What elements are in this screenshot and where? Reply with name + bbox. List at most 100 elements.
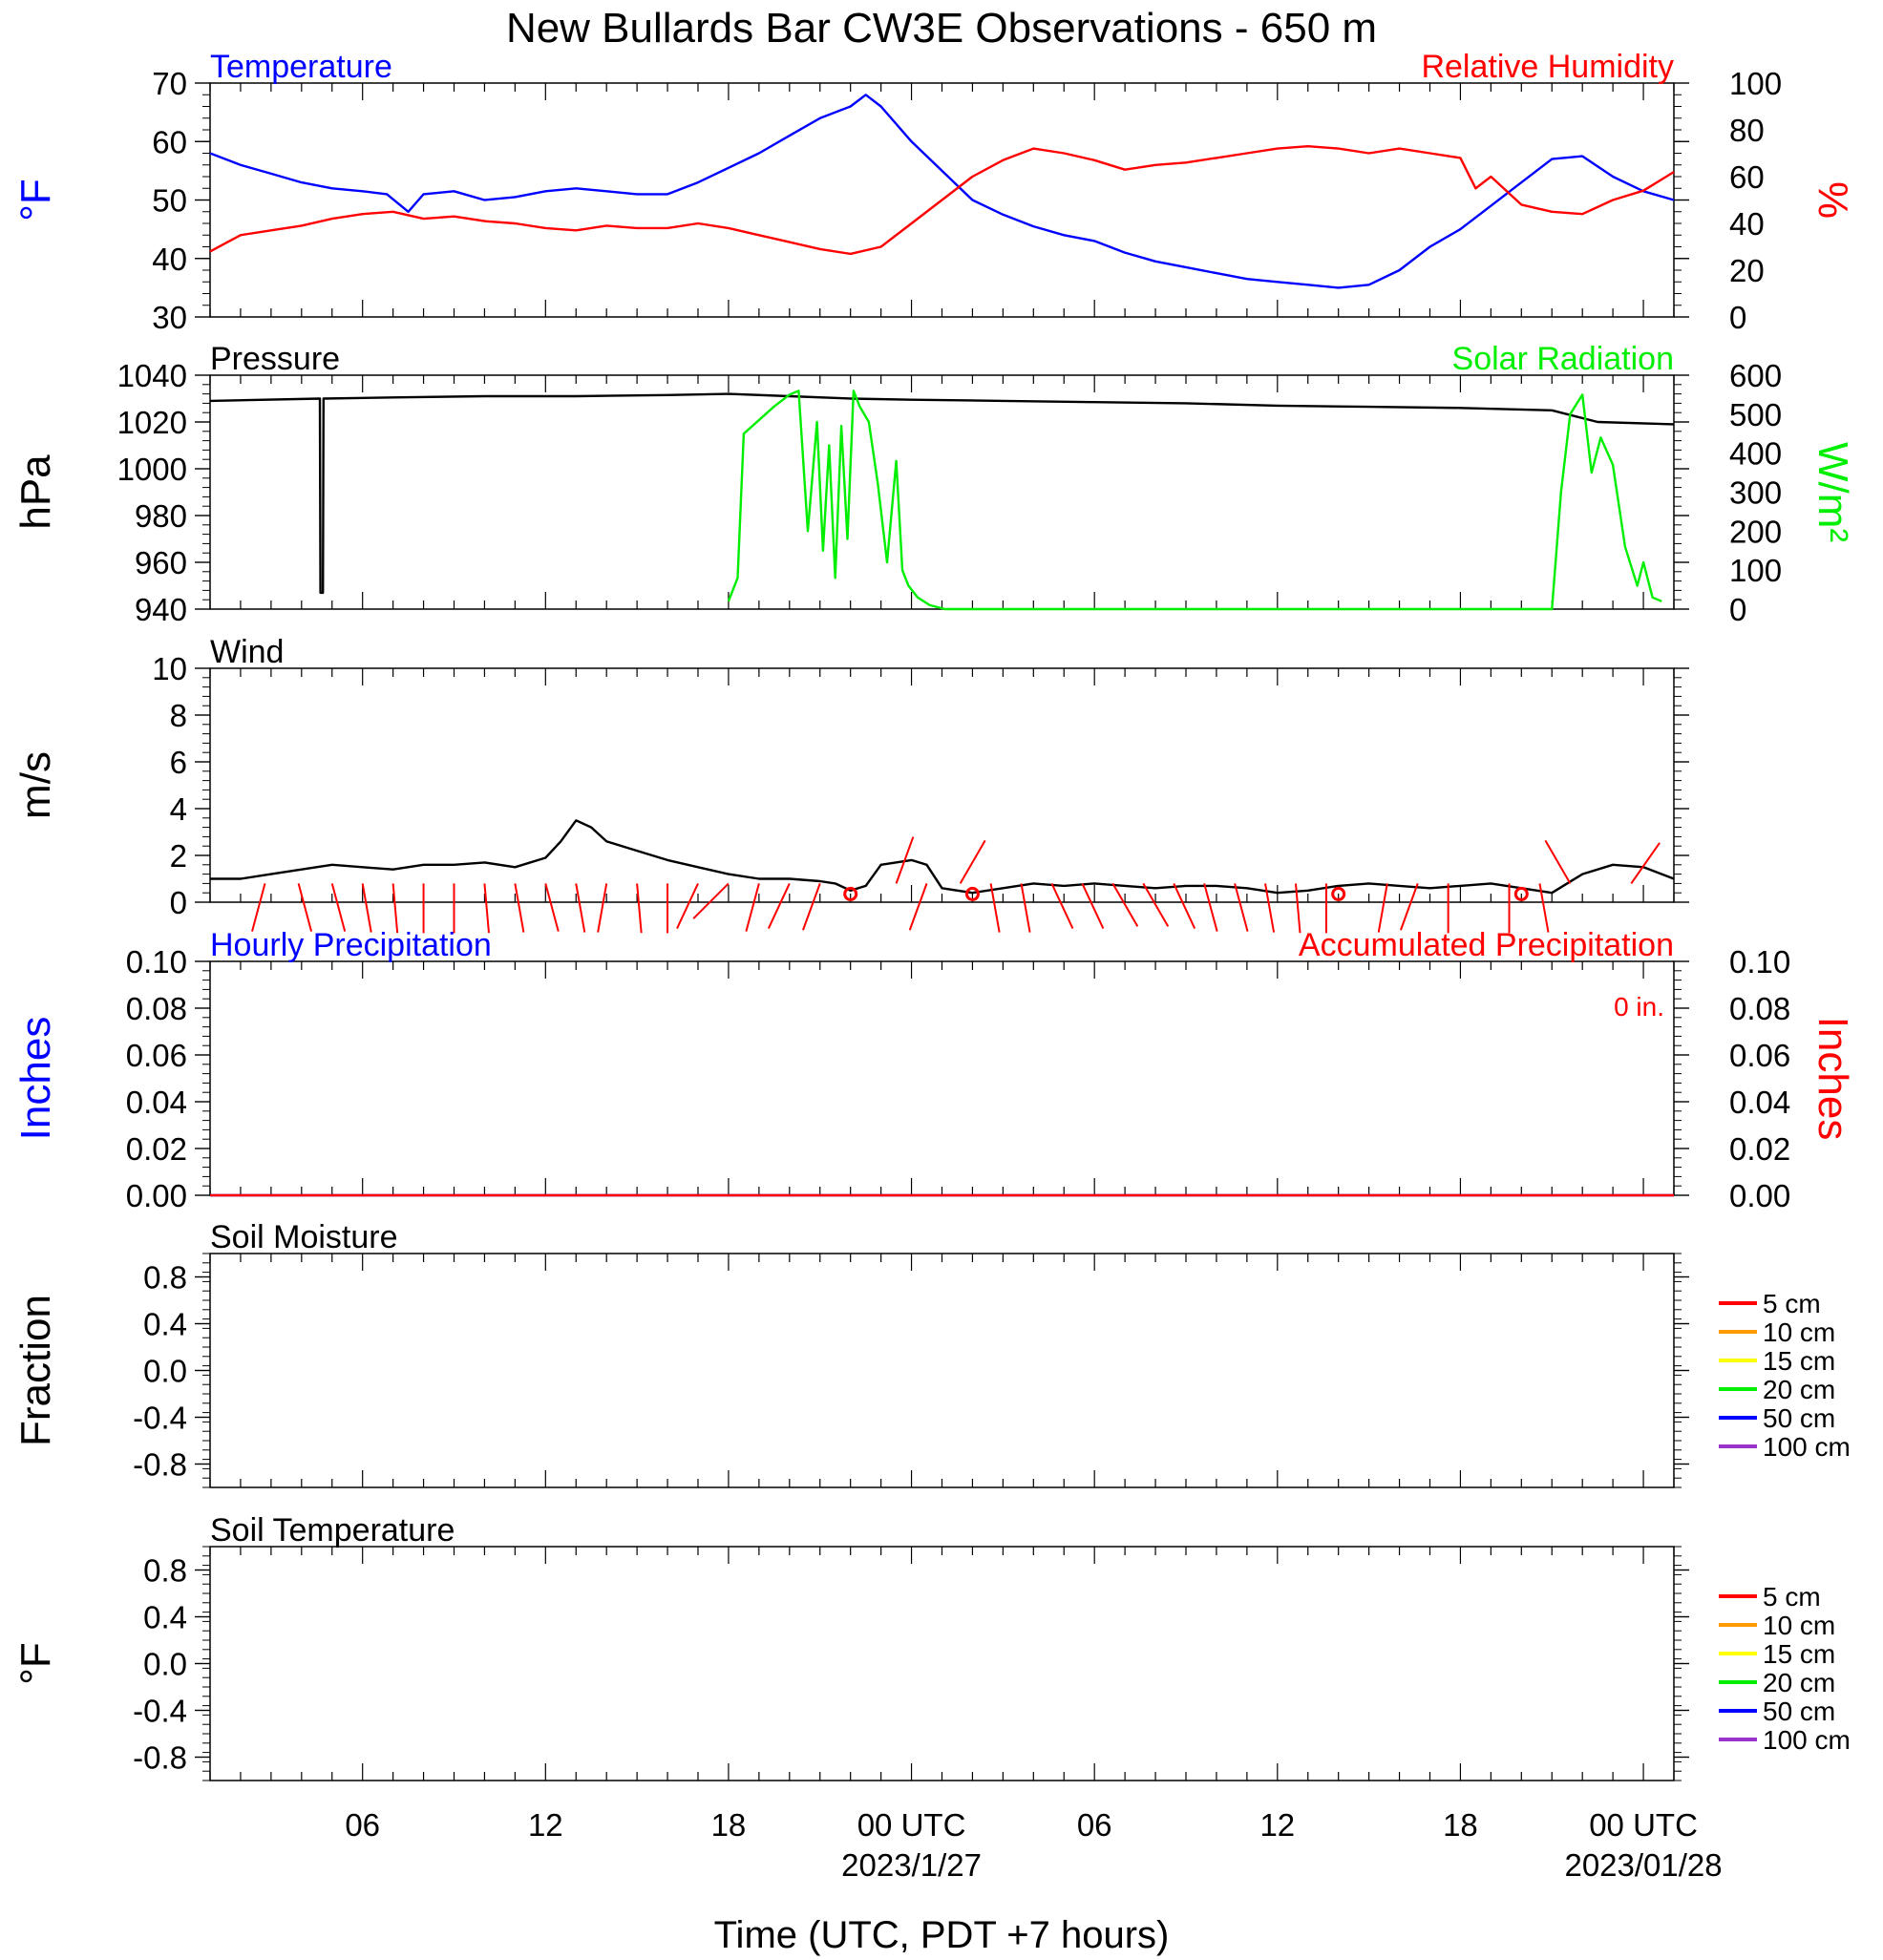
series-line-relative-humidity [209,144,1675,256]
wind-barb [959,839,986,884]
x-tick-label: 06 [345,1807,380,1843]
y-tick-label-left: 0.4 [143,1600,187,1635]
x-tick-label: 18 [1443,1807,1478,1843]
y-tick-label-left: -0.8 [133,1740,187,1776]
y-tick-label-right: 0 [1729,300,1746,335]
y-axis-label-left: Fraction [12,1295,59,1446]
legend-label: 50 cm [1763,1403,1835,1433]
figure-title: New Bullards Bar CW3E Observations - 650… [506,5,1377,52]
wind-barb [330,883,347,932]
x-tick-label: 06 [1077,1807,1112,1843]
wind-barb [1111,882,1139,927]
x-tick-date: 2023/1/27 [841,1847,982,1883]
y-tick-label-left: 60 [152,124,187,159]
y-tick-label-left: 0.4 [143,1307,187,1342]
y-tick-label-right: 0.08 [1729,991,1790,1026]
wind-barb [1050,882,1074,929]
y-tick-label-right: 0.06 [1729,1038,1790,1073]
y-axis-label-right: Inches [1809,1017,1856,1141]
wind-barb [1544,839,1572,884]
y-tick-label-left: -0.8 [133,1447,187,1483]
y-tick-label-right: 20 [1729,253,1765,288]
legend-label: 5 cm [1763,1582,1821,1612]
y-tick-label-left: 0.0 [143,1354,187,1389]
legend-label: 10 cm [1763,1611,1835,1640]
panel-title-left: Hourly Precipitation [210,927,492,963]
x-tick-label: 12 [1259,1807,1295,1843]
y-tick-label-left: 0.10 [126,944,187,980]
y-tick-label-right: 0.02 [1729,1131,1790,1167]
wind-barb [802,883,821,931]
panel-title-left: Soil Temperature [210,1512,455,1549]
y-tick-label-left: 8 [170,698,187,733]
wind-barb [1173,882,1196,929]
x-tick-label: 00 UTC [857,1807,966,1843]
y-tick-label-left: 0.06 [126,1038,187,1073]
legend-label: 15 cm [1763,1346,1835,1376]
y-tick-label-left: 0.08 [126,991,187,1026]
y-tick-label-right: 100 [1729,553,1782,588]
y-tick-label-right: 300 [1729,475,1782,511]
legend-label: 100 cm [1763,1725,1851,1755]
calm-wind-marker [843,886,858,901]
y-tick-label-right: 0 [1729,592,1746,627]
y-tick-label-right: 100 [1729,66,1782,101]
wind-barb [1264,883,1276,933]
wind-barb [1400,883,1419,931]
panel-title-left: Pressure [210,341,340,377]
wind-barb [676,882,699,929]
panel-title-right: Accumulated Precipitation [1299,927,1674,963]
panel-title-right: Relative Humidity [1421,49,1674,85]
calm-wind-marker [1513,886,1529,901]
y-tick-label-right: 40 [1729,206,1765,242]
y-tick-label-left: 10 [152,651,187,686]
y-tick-label-left: 50 [152,183,187,219]
wind-barb [361,883,372,933]
y-tick-label-left: 1000 [117,452,187,487]
y-tick-label-left: 0.02 [126,1131,187,1167]
y-tick-label-left: 0.00 [126,1178,187,1213]
x-tick-label: 12 [528,1807,563,1843]
panel-title-left: Temperature [210,49,392,85]
wind-barb [1234,883,1249,932]
panel-2: 0 2 4 6 8 10 Wind m/s [12,634,1689,934]
legend-label: 10 cm [1763,1317,1835,1347]
wind-barb [745,883,760,932]
y-tick-label-left: 1040 [117,358,187,393]
wind-barb [1142,882,1170,927]
wind-barb [895,836,915,884]
y-tick-label-left: 30 [152,300,187,335]
x-axis-ticks: 06 12 18 00 UTC 2023/1/27 06 12 18 00 UTC 2023/01… [345,1807,1722,1883]
wind-barb [989,883,1001,933]
legend-label: 20 cm [1763,1668,1835,1697]
wind-barb [1630,842,1661,884]
panel-4: -0.8 -0.4 0.0 0.4 0.8 Soil Moisture Fraction 5 … [12,1219,1851,1488]
wind-barb [1294,883,1301,934]
y-tick-label-left: 1020 [117,405,187,440]
wind-barb [544,883,560,932]
y-axis-label-left: °F [12,179,59,221]
wind-barb [1020,883,1031,933]
y-tick-label-left: -0.4 [133,1694,187,1729]
y-tick-label-left: 0 [170,885,187,920]
y-tick-label-left: 0.8 [143,1553,187,1589]
wind-barb [1538,883,1550,933]
legend-label: 5 cm [1763,1289,1821,1318]
y-tick-label-right: 0.04 [1729,1085,1790,1120]
series-line-temperature [209,94,1675,289]
x-tick-label: 00 UTC [1589,1807,1698,1843]
wind-barb [391,883,399,934]
x-axis-label: Time (UTC, PDT +7 hours) [714,1914,1170,1956]
panel-3: 0.00 0.02 0.04 0.06 0.08 0.10 0.00 0.02 0.04 0.06… [12,927,1856,1213]
precip-total-annotation: 0 in. [1614,992,1664,1022]
wind-barb [1203,883,1218,932]
y-axis-label-left: m/s [12,751,59,819]
wind-barb [251,883,266,932]
y-tick-label-right: 0.10 [1729,944,1790,980]
y-tick-label-left: 0.0 [143,1647,187,1682]
y-axis-label-left: Inches [12,1017,59,1141]
legend-label: 50 cm [1763,1697,1835,1726]
